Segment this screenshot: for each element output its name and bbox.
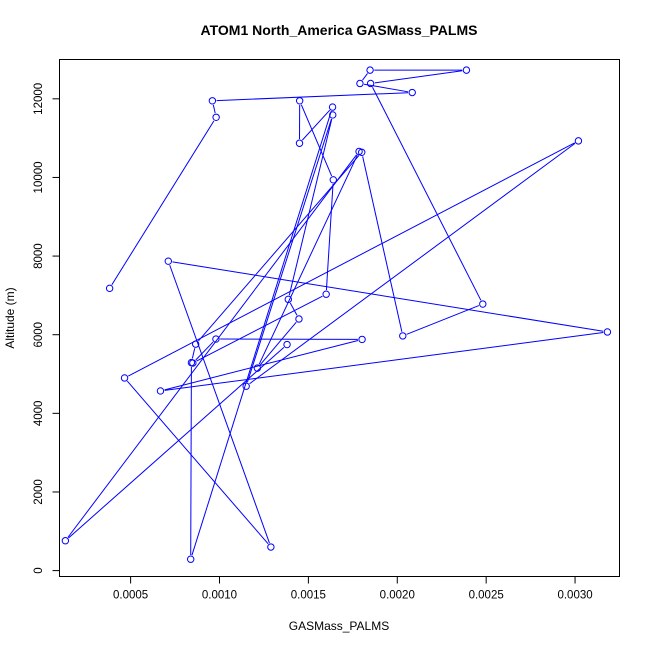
series-segment bbox=[249, 142, 576, 385]
series-segment bbox=[374, 70, 463, 84]
data-point bbox=[187, 555, 195, 563]
y-tick-label: 12000 bbox=[33, 83, 45, 115]
data-point bbox=[156, 387, 165, 395]
y-tick-label: 4000 bbox=[33, 401, 45, 427]
series-segment bbox=[126, 380, 269, 545]
data-point bbox=[322, 290, 330, 298]
series-segment bbox=[363, 83, 409, 93]
data-point bbox=[295, 139, 304, 147]
data-point bbox=[408, 88, 416, 97]
series-segment bbox=[191, 348, 196, 359]
series-segment bbox=[111, 120, 215, 286]
series-segment bbox=[216, 92, 409, 102]
series-segment bbox=[288, 118, 333, 296]
data-point bbox=[164, 257, 173, 265]
series-segment bbox=[164, 339, 359, 391]
series-segment bbox=[128, 142, 575, 377]
series-points bbox=[61, 66, 612, 563]
chart-title: ATOM1 North_America GASMass_PALMS bbox=[201, 22, 478, 38]
y-axis-label: Altitude (m) bbox=[3, 287, 17, 348]
data-point bbox=[208, 97, 217, 105]
series-segment bbox=[362, 156, 403, 332]
data-point bbox=[283, 340, 291, 349]
series-segment bbox=[191, 110, 332, 556]
data-point bbox=[120, 374, 129, 382]
series-segment bbox=[259, 321, 297, 366]
series-segment bbox=[195, 341, 214, 361]
data-point bbox=[191, 340, 200, 348]
data-point bbox=[366, 66, 374, 74]
y-tick-label: 2000 bbox=[33, 479, 45, 505]
data-point bbox=[574, 137, 583, 145]
data-point bbox=[212, 335, 220, 343]
series-segment bbox=[362, 73, 368, 81]
series-segment bbox=[196, 295, 323, 362]
x-axis: 0.0005 0.0010 0.0015 0.0020 0.0025 0.0030 bbox=[113, 576, 593, 602]
series-segment bbox=[300, 104, 333, 177]
y-tick-label: 8000 bbox=[33, 243, 45, 269]
data-point bbox=[253, 364, 262, 372]
series-segment bbox=[190, 366, 192, 556]
data-point bbox=[105, 284, 114, 293]
data-point bbox=[329, 176, 337, 184]
series-segment bbox=[164, 332, 604, 391]
data-point bbox=[603, 328, 612, 336]
series-segment bbox=[68, 346, 285, 539]
series-segment bbox=[67, 154, 357, 538]
y-tick-label: 6000 bbox=[33, 322, 45, 348]
y-axis: 0 2000 4000 6000 8000 10000 12000 bbox=[33, 83, 60, 574]
data-point bbox=[329, 111, 337, 119]
data-point bbox=[355, 147, 363, 156]
series-segment bbox=[212, 104, 216, 114]
series-segment bbox=[289, 302, 298, 316]
data-point bbox=[366, 79, 375, 88]
series-segment bbox=[325, 183, 334, 291]
series-segment bbox=[301, 109, 331, 141]
data-point bbox=[479, 300, 487, 308]
data-point bbox=[267, 543, 275, 551]
data-point bbox=[212, 113, 220, 121]
x-tick-label: 0.0005 bbox=[113, 590, 148, 602]
data-point bbox=[462, 66, 471, 74]
series-segment bbox=[258, 155, 358, 365]
x-tick-label: 0.0030 bbox=[557, 590, 592, 602]
x-tick-label: 0.0025 bbox=[469, 590, 504, 602]
data-point bbox=[295, 315, 303, 323]
x-tick-label: 0.0010 bbox=[202, 590, 237, 602]
data-point bbox=[284, 295, 292, 304]
data-point bbox=[356, 79, 364, 88]
data-point bbox=[358, 335, 366, 344]
data-point bbox=[399, 332, 407, 340]
x-tick-label: 0.0020 bbox=[380, 590, 415, 602]
data-point bbox=[295, 97, 304, 105]
series-lines bbox=[67, 69, 604, 556]
data-point bbox=[61, 537, 70, 545]
x-axis-label: GASMass_PALMS bbox=[289, 619, 389, 633]
series-segment bbox=[246, 118, 332, 383]
x-tick-label: 0.0015 bbox=[291, 590, 326, 602]
series-segment bbox=[372, 86, 482, 301]
data-point bbox=[328, 103, 337, 111]
data-point bbox=[242, 382, 250, 390]
data-point bbox=[189, 359, 197, 367]
y-tick-label: 0 bbox=[33, 567, 45, 573]
plot-area bbox=[59, 59, 620, 577]
series-segment bbox=[172, 261, 604, 332]
y-tick-label: 10000 bbox=[33, 161, 45, 193]
series-segment bbox=[406, 305, 480, 335]
